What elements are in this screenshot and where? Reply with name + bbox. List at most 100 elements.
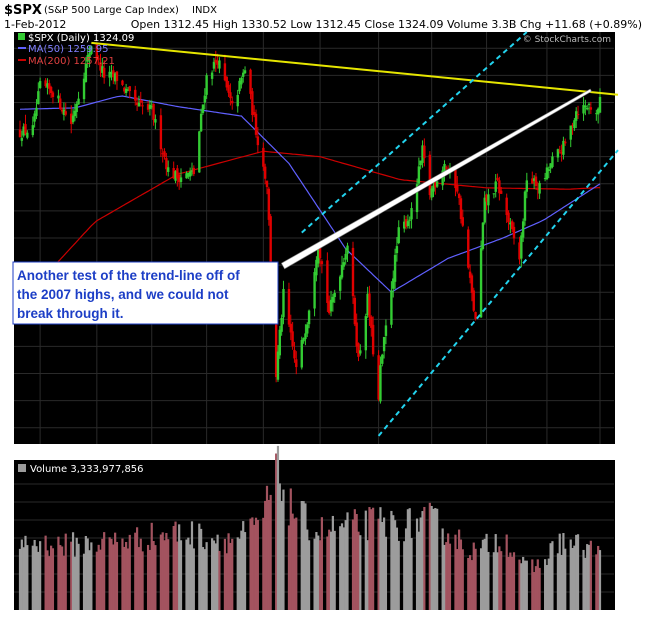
volume-bar <box>293 518 296 610</box>
volume-bar <box>262 517 265 610</box>
volume-bar <box>75 537 78 610</box>
candle-body <box>251 91 254 116</box>
volume-bar <box>84 536 87 610</box>
candle-body <box>159 115 163 150</box>
volume-bar <box>282 489 285 610</box>
volume-bar <box>468 555 472 610</box>
volume-bar <box>560 554 563 610</box>
volume-bar <box>377 518 380 610</box>
volume-bar <box>276 445 280 610</box>
volume-bar <box>406 509 409 610</box>
annotation-box <box>12 261 279 325</box>
volume-bar <box>346 512 349 610</box>
candle-body <box>135 102 139 105</box>
candle-body <box>70 113 73 124</box>
candle-body <box>242 72 245 77</box>
volume-bar <box>225 553 228 610</box>
candle-body <box>73 110 77 117</box>
candle-body <box>598 96 602 113</box>
ma200-layer <box>19 150 601 304</box>
candle-body <box>479 248 483 318</box>
candle-body <box>295 359 298 368</box>
volume-bar <box>135 527 139 610</box>
candle-body <box>589 107 593 110</box>
candle-body <box>238 80 241 92</box>
candle-body <box>199 113 203 132</box>
candle-body <box>137 102 141 107</box>
candle-body <box>512 226 516 239</box>
candle-body <box>454 169 457 189</box>
candle-body <box>123 87 126 92</box>
candle-body <box>139 100 142 103</box>
volume-bar <box>470 560 474 610</box>
volume-bar <box>379 507 382 610</box>
volume-bar <box>595 554 598 610</box>
volume-bar <box>216 534 219 610</box>
candle-body <box>558 150 561 152</box>
candle-body <box>390 290 393 325</box>
candle-body <box>302 338 305 342</box>
candle-body <box>585 107 589 110</box>
candle-body <box>328 301 331 314</box>
volume-bar <box>185 539 188 610</box>
volume-bar <box>212 540 216 610</box>
volume-bar <box>57 536 60 610</box>
annotation-callout: Another test of the trend-line off of th… <box>12 261 279 325</box>
volume-bar <box>383 517 386 610</box>
volume-bar <box>60 546 64 610</box>
volume-bar <box>152 540 155 610</box>
candle-body <box>62 109 66 115</box>
volume-bar <box>447 533 450 610</box>
volume-bars <box>18 445 602 610</box>
volume-bar <box>192 548 195 610</box>
volume-bar <box>46 550 49 610</box>
volume-bar <box>20 539 23 610</box>
candle-body <box>126 89 130 91</box>
candle-body <box>562 140 565 155</box>
candle-body <box>549 163 552 169</box>
volume-bar <box>525 560 528 610</box>
volume-bar <box>275 453 278 610</box>
volume-bar <box>289 488 292 610</box>
candle-body <box>428 154 432 196</box>
candle-body <box>551 156 554 167</box>
candle-body <box>342 262 346 267</box>
volume-bar <box>364 510 367 610</box>
volume-bar <box>545 565 549 610</box>
volume-bar <box>587 544 591 610</box>
candle-body <box>408 219 411 221</box>
candle-body <box>18 129 22 138</box>
volume-bar <box>456 549 459 610</box>
volume-bar <box>359 535 362 610</box>
volume-bar <box>178 524 181 610</box>
candle-body <box>216 60 219 65</box>
volume-bar <box>24 535 27 610</box>
volume-bar <box>353 509 356 610</box>
candle-body <box>192 167 196 175</box>
volume-bar <box>576 534 580 610</box>
ma50-line <box>19 95 601 293</box>
candle-body <box>256 136 260 146</box>
trendline-layer <box>91 31 619 437</box>
candle-body <box>518 242 521 260</box>
candle-body <box>351 247 355 297</box>
candle-body <box>521 221 525 238</box>
candle-body <box>573 120 576 129</box>
volume-bar <box>569 539 572 610</box>
volume-bar <box>454 534 457 610</box>
volume-bar <box>223 538 227 610</box>
candle-body <box>329 299 333 312</box>
ticker-symbol: $SPX <box>4 3 42 18</box>
volume-bar <box>403 541 406 610</box>
volume-bar <box>97 544 100 610</box>
candle-body <box>229 92 232 99</box>
candle-body <box>172 167 175 179</box>
volume-bar <box>487 551 490 610</box>
volume-bar <box>242 521 245 610</box>
volume-bar <box>179 540 183 610</box>
candle-body <box>254 113 258 135</box>
exchange-label: INDX <box>192 5 217 16</box>
candle-body <box>307 310 311 325</box>
volume-bar <box>458 529 461 610</box>
